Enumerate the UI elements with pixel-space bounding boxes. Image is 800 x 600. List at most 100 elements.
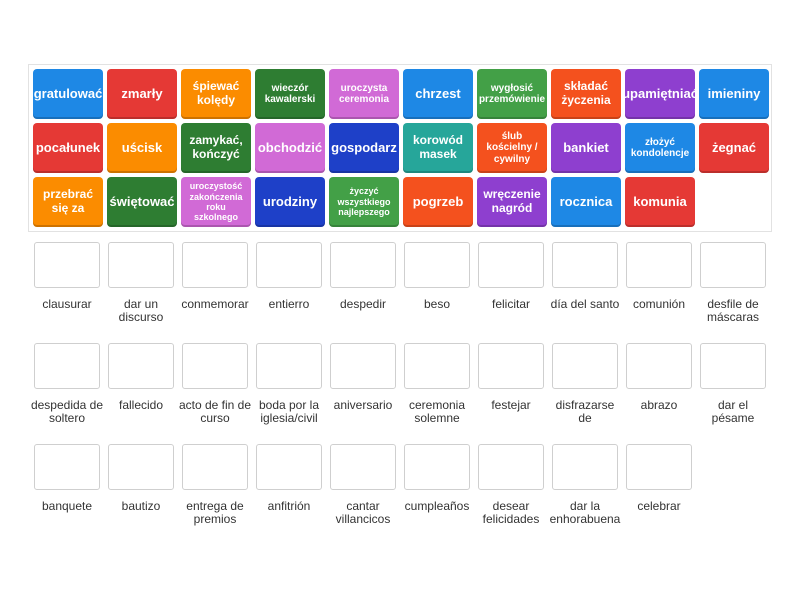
word-tile-text: bankiet <box>563 139 609 155</box>
drop-slot[interactable] <box>700 242 766 288</box>
drop-slot[interactable] <box>626 444 692 490</box>
word-tile-text: wręczenie nagród <box>483 187 541 215</box>
word-tile-text: złożyć kondolencje <box>630 136 690 160</box>
word-tile-text: przebrać się za <box>42 187 94 215</box>
word-tile[interactable]: zamykać, kończyć <box>181 123 251 173</box>
word-tile[interactable]: świętować <box>107 177 177 227</box>
word-tile-text: uroczysta ceremonia <box>338 82 390 106</box>
drop-slot[interactable] <box>552 242 618 288</box>
target-label: celebrar <box>637 499 681 513</box>
word-tile-text: żegnać <box>711 139 757 155</box>
word-tile[interactable]: upamiętniać <box>622 69 698 119</box>
word-tile[interactable]: imieniny <box>699 69 769 119</box>
word-tile-text: pocałunek <box>35 139 101 155</box>
target-label: clausurar <box>42 297 92 311</box>
word-tile[interactable]: składać życzenia <box>551 69 621 119</box>
word-tile-text: ślub kościelny / cywilny <box>486 130 538 165</box>
word-tile-text: pogrzeb <box>412 193 464 209</box>
drop-slot[interactable] <box>34 242 100 288</box>
drop-slot[interactable] <box>330 242 396 288</box>
word-tile[interactable]: chrzest <box>403 69 473 119</box>
target-label: desear felicidades <box>482 499 540 526</box>
word-tile-text: gospodarz <box>331 139 397 155</box>
drop-slot[interactable] <box>256 343 322 389</box>
drop-slot[interactable] <box>34 444 100 490</box>
word-tile[interactable]: ślub kościelny / cywilny <box>477 123 547 173</box>
word-tile-text: zmarły <box>121 85 163 101</box>
word-tile[interactable]: wygłosić przemówienie <box>477 69 547 119</box>
drop-slot[interactable] <box>34 343 100 389</box>
word-tile[interactable]: złożyć kondolencje <box>625 123 695 173</box>
word-tile[interactable]: uroczystość zakończenia roku szkolnego <box>181 177 251 227</box>
word-tile[interactable]: wieczór kawalerski <box>255 69 325 119</box>
word-tile[interactable]: rocznica <box>551 177 621 227</box>
word-tile[interactable]: śpiewać kolędy <box>181 69 251 119</box>
target-label: conmemorar <box>181 297 249 311</box>
word-tile-text: chrzest <box>415 85 461 101</box>
word-tile-text: składać życzenia <box>561 79 611 107</box>
word-tile-text: uroczystość zakończenia roku szkolnego <box>189 181 243 223</box>
drop-slot[interactable] <box>182 444 248 490</box>
word-tile[interactable]: zmarły <box>107 69 177 119</box>
target-label: abrazo <box>640 398 678 412</box>
drop-slot[interactable] <box>626 242 692 288</box>
drop-slot[interactable] <box>256 242 322 288</box>
drop-slot[interactable] <box>404 242 470 288</box>
word-tile[interactable]: żegnać <box>699 123 769 173</box>
word-tile-text: obchodzić <box>257 139 323 155</box>
word-tile-text: komunia <box>633 193 687 209</box>
target-label: fallecido <box>118 398 164 412</box>
word-tile-text: rocznica <box>559 193 613 209</box>
target-label: entrega de premios <box>186 499 244 526</box>
target-label: disfrazarse de <box>555 398 615 425</box>
drop-slot[interactable] <box>626 343 692 389</box>
drop-slot[interactable] <box>108 444 174 490</box>
target-label: ceremonia solemne <box>408 398 466 425</box>
word-tile[interactable]: wręczenie nagród <box>477 177 547 227</box>
word-tile[interactable]: uścisk <box>107 123 177 173</box>
drop-slot[interactable] <box>330 444 396 490</box>
word-tile-text: zamykać, kończyć <box>189 133 243 161</box>
drop-slot[interactable] <box>108 242 174 288</box>
target-label: despedida de soltero <box>30 398 104 425</box>
drop-slot[interactable] <box>182 242 248 288</box>
word-tile-text: śpiewać kolędy <box>192 79 240 107</box>
word-tile-text: uścisk <box>121 139 163 155</box>
word-tile[interactable]: bankiet <box>551 123 621 173</box>
target-label: acto de fin de curso <box>178 398 252 425</box>
word-tile[interactable]: uroczysta ceremonia <box>329 69 399 119</box>
target-label: beso <box>423 297 451 311</box>
target-label: anfitrión <box>267 499 311 513</box>
word-tile[interactable]: urodziny <box>255 177 325 227</box>
word-tile[interactable]: komunia <box>625 177 695 227</box>
drop-slot[interactable] <box>108 343 174 389</box>
drop-slot[interactable] <box>552 444 618 490</box>
drop-slot[interactable] <box>478 444 544 490</box>
drop-slot[interactable] <box>478 242 544 288</box>
drop-slot[interactable] <box>478 343 544 389</box>
target-label: banquete <box>41 499 93 513</box>
word-tile[interactable]: życzyć wszystkiego najlepszego <box>329 177 399 227</box>
target-label: desfile de máscaras <box>706 297 759 324</box>
target-label: dar la enhorabuena <box>549 499 621 526</box>
target-label: aniversario <box>333 398 393 412</box>
word-tile[interactable]: gospodarz <box>329 123 399 173</box>
drop-slot[interactable] <box>404 444 470 490</box>
drop-slot[interactable] <box>404 343 470 389</box>
word-tile[interactable]: pogrzeb <box>403 177 473 227</box>
word-tile-text: wygłosić przemówienie <box>478 82 546 106</box>
word-tile[interactable]: obchodzić <box>255 123 325 173</box>
word-tile-text: gratulować <box>33 85 103 101</box>
drop-slot[interactable] <box>552 343 618 389</box>
word-tile[interactable]: pocałunek <box>33 123 103 173</box>
target-label: comunión <box>632 297 686 311</box>
word-tile[interactable]: przebrać się za <box>33 177 103 227</box>
word-tile[interactable]: gratulować <box>33 69 103 119</box>
drop-slot[interactable] <box>256 444 322 490</box>
target-label: boda por la iglesia/civil <box>258 398 320 425</box>
drop-slot[interactable] <box>700 343 766 389</box>
target-label: despedir <box>339 297 387 311</box>
word-tile[interactable]: korowód masek <box>403 123 473 173</box>
drop-slot[interactable] <box>330 343 396 389</box>
drop-slot[interactable] <box>182 343 248 389</box>
